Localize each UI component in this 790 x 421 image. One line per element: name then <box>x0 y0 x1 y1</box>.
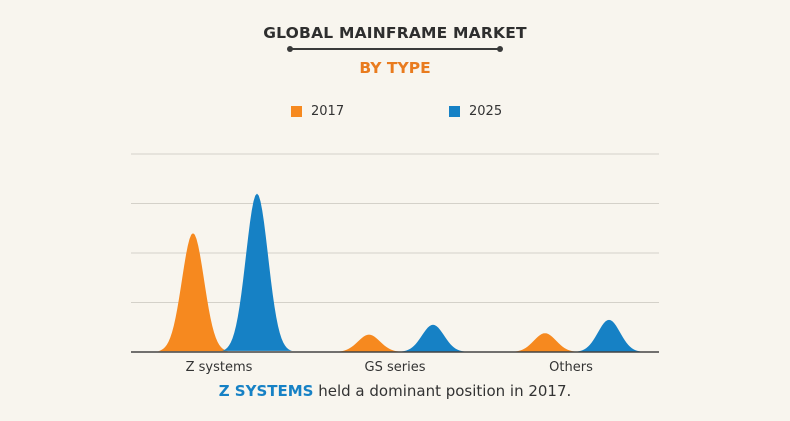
peak-2017-others <box>510 333 580 352</box>
peak-2025-z-systems <box>222 193 292 351</box>
legend-label-2025: 2025 <box>469 103 503 119</box>
x-tick-label: GS series <box>365 360 426 375</box>
divider-dot-left <box>287 46 293 52</box>
legend-swatch-2025 <box>449 105 460 117</box>
divider-dot-right <box>497 46 503 52</box>
legend-swatch-2017 <box>291 105 302 117</box>
caption-highlight: Z SYSTEMS <box>218 382 314 400</box>
peak-2017-gs-series <box>334 334 404 352</box>
x-tick-label: Z systems <box>186 360 253 375</box>
legend-item-2025: 2025 <box>449 102 502 120</box>
chart-title: GLOBAL MAINFRAME MARKET <box>263 24 527 42</box>
peak-2025-others <box>574 319 644 352</box>
chart-caption: Z SYSTEMS held a dominant position in 20… <box>0 382 790 400</box>
legend-label-2017: 2017 <box>311 103 345 119</box>
title-divider <box>287 46 503 52</box>
caption-text: held a dominant position in 2017. <box>313 382 572 400</box>
peak-2025-gs-series <box>398 324 468 352</box>
chart-subtitle: BY TYPE <box>359 59 431 77</box>
x-tick-label: Others <box>549 360 593 375</box>
peak-2017-z-systems <box>158 233 228 352</box>
legend-item-2017: 2017 <box>291 102 344 120</box>
